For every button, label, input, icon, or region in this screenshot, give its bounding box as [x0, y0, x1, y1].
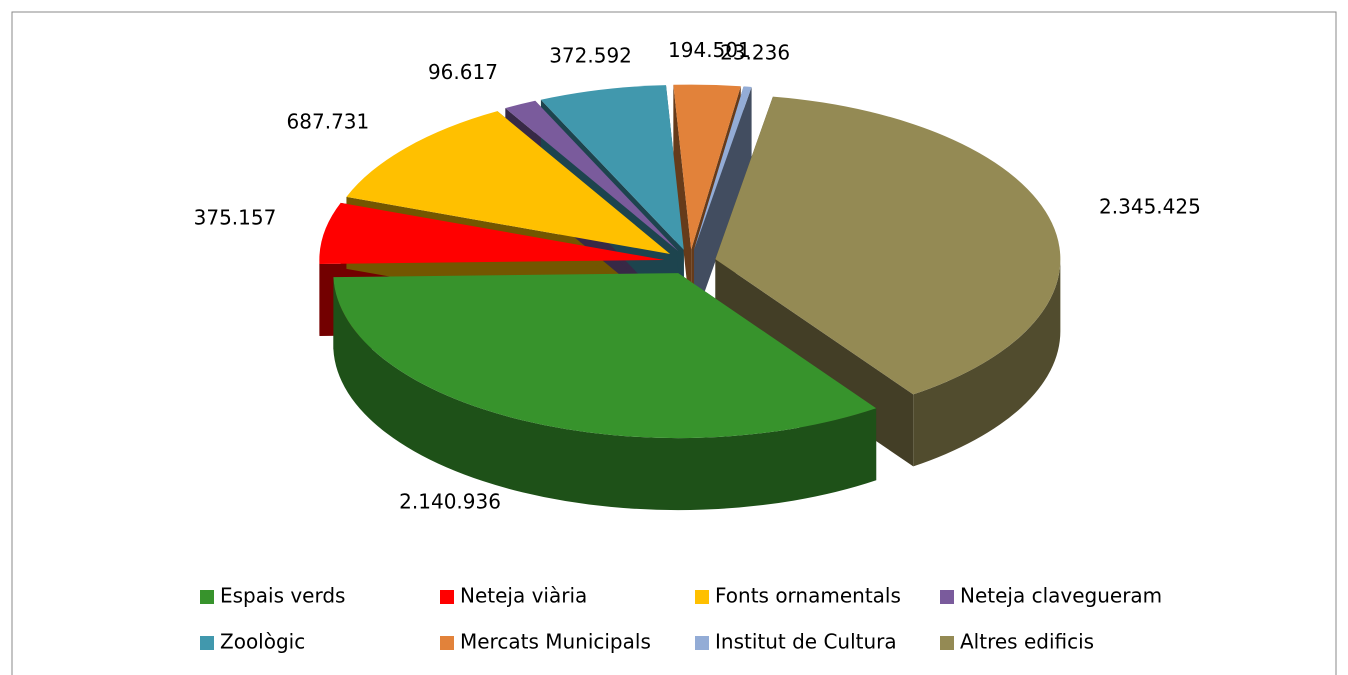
- legend-swatch: [695, 590, 709, 604]
- slice-side: [913, 259, 1061, 467]
- slice-face: [694, 87, 752, 322]
- data-label: 2.140.936: [399, 490, 501, 514]
- legend-label: Altres edificis: [960, 630, 1094, 654]
- slice: [333, 273, 877, 439]
- legend-swatch: [940, 590, 954, 604]
- slice: [540, 85, 684, 250]
- slice: [319, 202, 665, 265]
- legend-swatch: [940, 636, 954, 650]
- legend-swatch: [440, 636, 454, 650]
- legend-swatch: [440, 590, 454, 604]
- data-label: 687.731: [287, 109, 370, 133]
- legend-label: Institut de Cultura: [715, 630, 897, 654]
- slice: [694, 86, 752, 250]
- legend-label: Zoològic: [220, 630, 305, 654]
- legend-swatch: [695, 636, 709, 650]
- legend-label: Espais verds: [220, 584, 345, 608]
- data-label: 23.236: [720, 40, 790, 64]
- data-label: 96.617: [428, 60, 498, 84]
- slice-side: [333, 277, 877, 511]
- legend-label: Mercats Municipals: [460, 630, 651, 654]
- data-label: 194.501: [668, 38, 751, 62]
- slice-face: [673, 84, 692, 322]
- data-label: 372.592: [549, 44, 632, 68]
- slice: [346, 111, 671, 254]
- slice: [505, 100, 679, 251]
- slice: [673, 84, 741, 250]
- legend-label: Neteja clavegueram: [960, 584, 1162, 608]
- slice: [715, 96, 1061, 395]
- legend-swatch: [200, 636, 214, 650]
- legend-label: Fonts ornamentals: [715, 584, 901, 608]
- data-label: 2.345.425: [1099, 194, 1201, 218]
- data-label: 375.157: [194, 206, 277, 230]
- legend-swatch: [200, 590, 214, 604]
- legend-label: Neteja viària: [460, 584, 587, 608]
